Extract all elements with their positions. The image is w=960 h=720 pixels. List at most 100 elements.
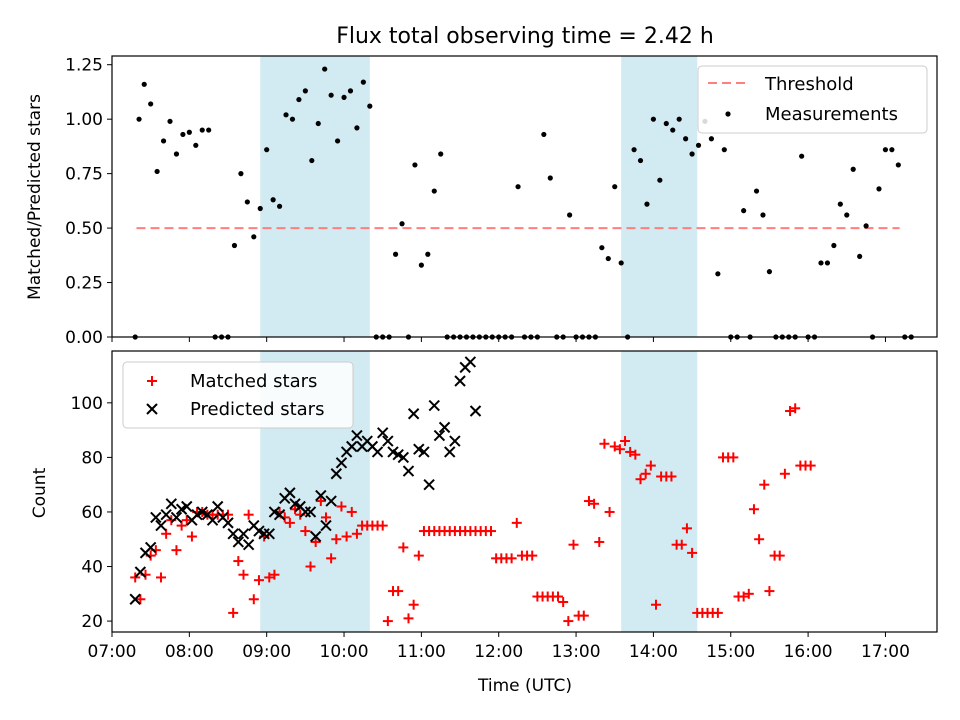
x-tick-label: 13:00	[552, 642, 601, 662]
data-point	[148, 101, 154, 107]
data-point	[228, 607, 239, 618]
data-point	[681, 523, 692, 534]
legend-matched-swatch	[147, 376, 157, 386]
x-tick-label: 15:00	[706, 642, 755, 662]
data-point	[328, 92, 334, 98]
data-point	[351, 429, 363, 442]
data-point	[129, 593, 141, 605]
data-point	[837, 201, 843, 207]
legend-matched-label: Matched stars	[190, 371, 317, 392]
data-point	[273, 508, 286, 521]
data-point	[382, 616, 393, 627]
data-point	[650, 599, 661, 610]
data-point	[347, 88, 354, 94]
y-tick-label: 100	[71, 394, 103, 414]
data-point	[818, 260, 824, 266]
data-point	[438, 151, 444, 157]
data-point	[676, 116, 682, 122]
data-point	[635, 474, 646, 485]
data-point	[264, 572, 275, 583]
legend-measurements-label: Measurements	[765, 104, 898, 125]
data-point	[144, 541, 157, 554]
data-point	[604, 506, 615, 517]
bottom-xlabel: Time (UTC)	[477, 676, 572, 696]
data-point	[398, 542, 409, 553]
data-point	[141, 81, 147, 87]
data-point	[322, 66, 328, 72]
data-point	[231, 242, 238, 249]
data-point	[135, 594, 146, 605]
data-point	[227, 528, 239, 540]
data-point	[167, 118, 173, 124]
data-point	[449, 435, 461, 447]
data-point	[258, 528, 270, 540]
y-tick-label: 0.75	[65, 165, 103, 185]
data-point	[238, 569, 249, 580]
data-point	[199, 127, 205, 133]
data-point	[805, 460, 816, 471]
data-point	[326, 553, 337, 564]
data-point	[330, 468, 343, 480]
data-point	[766, 269, 773, 275]
data-point	[284, 487, 296, 499]
data-point	[407, 408, 420, 420]
data-point	[418, 262, 424, 268]
data-point	[863, 223, 869, 229]
data-point	[263, 528, 275, 540]
data-point	[876, 186, 882, 192]
data-point	[130, 572, 141, 583]
data-point	[136, 116, 142, 122]
data-point	[831, 242, 837, 249]
data-point	[325, 495, 337, 507]
data-point	[558, 596, 569, 607]
data-point	[715, 271, 721, 277]
data-point	[612, 184, 618, 190]
data-point	[408, 599, 419, 610]
data-point	[134, 566, 147, 578]
data-point	[687, 547, 698, 558]
data-point	[155, 572, 166, 583]
top-ylabel: Matched/Predicted stars	[25, 94, 45, 300]
data-point	[515, 184, 521, 190]
data-point	[154, 168, 160, 175]
x-tick-label: 12:00	[474, 642, 523, 662]
data-point	[541, 131, 547, 138]
data-point	[305, 561, 316, 572]
data-point	[618, 260, 624, 266]
data-point	[444, 446, 456, 458]
data-point	[785, 406, 796, 417]
data-point	[663, 120, 669, 127]
data-point	[764, 586, 775, 597]
data-point	[728, 452, 739, 463]
data-point	[708, 136, 715, 142]
data-point	[599, 438, 610, 449]
data-point	[599, 245, 605, 251]
bottom-ylabel: Count	[30, 467, 50, 518]
data-point	[738, 591, 749, 602]
y-tick-label: 0.00	[65, 328, 103, 348]
data-point	[160, 138, 167, 144]
data-point	[637, 157, 644, 164]
legend-predicted-label: Predicted stars	[190, 399, 324, 420]
data-point	[336, 501, 347, 512]
data-point	[403, 613, 414, 624]
data-point	[402, 465, 415, 477]
data-point	[264, 147, 270, 153]
data-point	[173, 151, 180, 157]
data-point	[666, 471, 677, 482]
x-tick-label: 08:00	[165, 642, 214, 662]
data-point	[160, 508, 172, 521]
data-point	[309, 530, 322, 543]
data-point	[367, 103, 373, 109]
data-point	[206, 127, 212, 133]
data-point	[630, 449, 641, 460]
data-point	[563, 616, 574, 627]
data-point	[309, 157, 315, 164]
data-point	[895, 162, 901, 168]
data-point	[315, 489, 327, 502]
data-point	[485, 526, 496, 537]
data-point	[284, 517, 295, 528]
data-point	[155, 519, 167, 532]
x-tick-label: 07:00	[88, 642, 137, 662]
y-tick-label: 60	[81, 503, 103, 523]
